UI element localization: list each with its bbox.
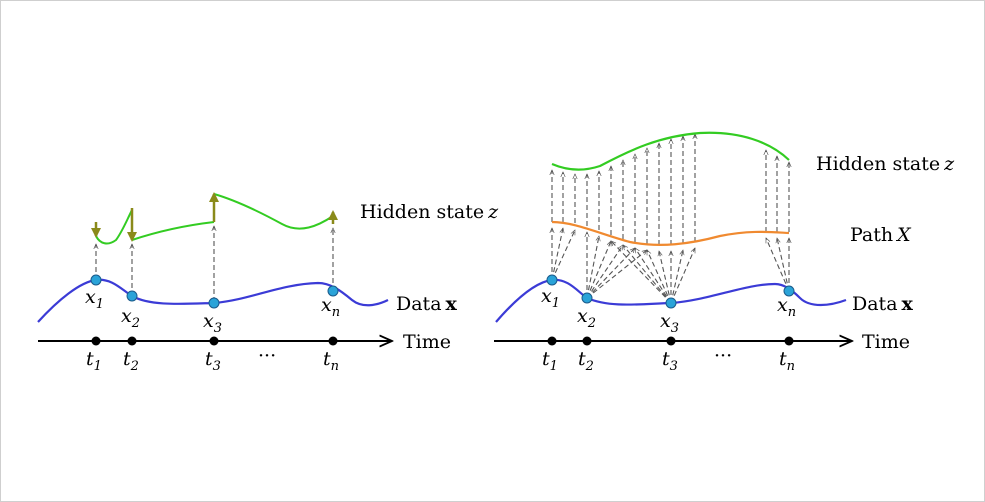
left-point-labels: x1 x2 x3 xn [85, 286, 340, 336]
point-label: xn [777, 294, 796, 320]
right-point-labels: x1 x2 x3 xn [541, 285, 796, 336]
time-tick-label: t1 [542, 348, 558, 374]
right-panel: x1 x2 x3 xn t1 t2 t3 tn ··· Hidden state… [494, 131, 955, 374]
right-data-points [546, 274, 795, 309]
left-jump-arrows [91, 192, 338, 242]
ellipsis: ··· [258, 345, 276, 367]
data-point-x3 [665, 297, 677, 309]
point-label: x3 [203, 310, 222, 336]
point-label: x2 [121, 305, 140, 331]
right-time-axis: t1 t2 t3 tn ··· [494, 337, 852, 374]
point-label: x1 [541, 285, 560, 311]
left-panel: x1 x2 x3 xn t1 t2 t3 tn ··· Hidden state… [37, 192, 499, 374]
right-data-label: Data x [852, 293, 914, 315]
left-hidden-state-curve [95, 193, 334, 245]
time-tick-label: tn [779, 348, 795, 374]
time-tick-label: t1 [86, 348, 102, 374]
right-hidden-state-label: Hidden state z [816, 153, 955, 175]
time-tick-label: t2 [578, 348, 594, 374]
data-point-x2 [126, 290, 138, 302]
left-observation-arrows [96, 226, 333, 302]
time-tick-label: tn [323, 348, 339, 374]
time-tick-label: t2 [123, 348, 139, 374]
right-hidden-state-curve [551, 131, 790, 171]
left-data-label: Data x [396, 293, 458, 315]
data-point-xn [783, 285, 795, 297]
right-time-label: Time [862, 331, 910, 353]
time-tick-label: t3 [662, 348, 678, 374]
left-hidden-state-label: Hidden state z [360, 201, 499, 223]
right-path-curve [551, 220, 790, 246]
left-time-label: Time [403, 331, 451, 353]
data-point-xn [327, 285, 339, 297]
point-label: x3 [660, 310, 679, 336]
time-tick-label: t3 [205, 348, 221, 374]
data-point-x3 [208, 297, 220, 309]
data-point-x1 [546, 274, 558, 286]
left-data-points [90, 274, 339, 309]
right-path-to-hidden-arrows [552, 134, 789, 245]
data-point-x1 [90, 274, 102, 286]
point-label: x1 [85, 286, 104, 312]
data-point-x2 [581, 292, 593, 304]
right-path-label: Path X [850, 224, 912, 246]
point-label: x2 [577, 305, 596, 331]
right-data-to-path-arrows [552, 228, 789, 304]
ellipsis: ··· [714, 345, 732, 367]
left-time-axis: t1 t2 t3 tn ··· [38, 337, 392, 374]
point-label: xn [321, 294, 340, 320]
